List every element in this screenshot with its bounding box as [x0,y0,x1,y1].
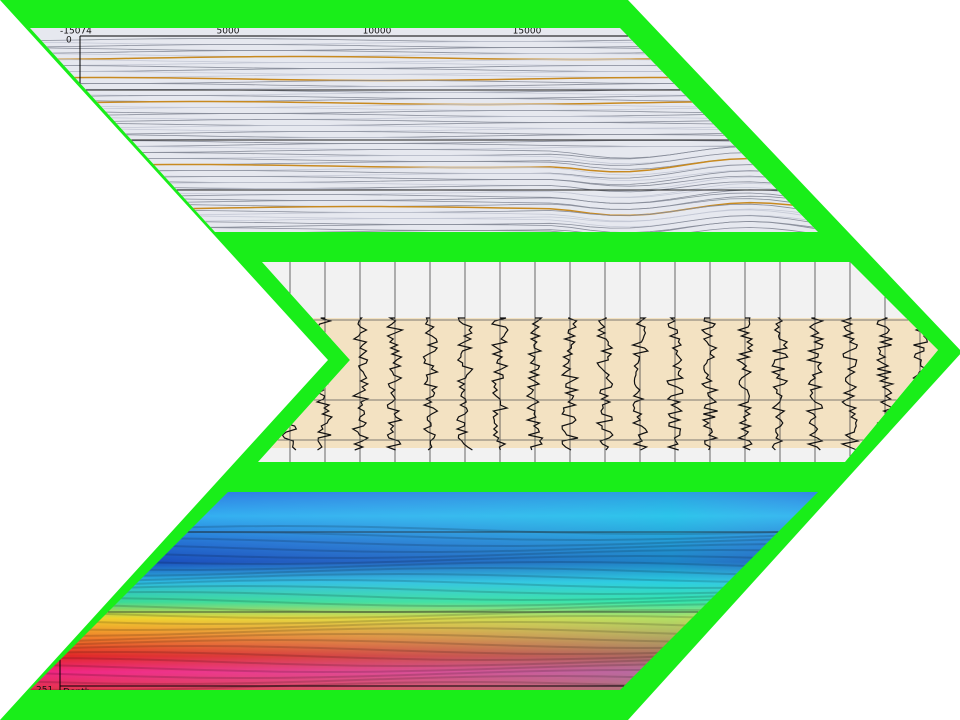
trace [666,317,685,451]
axis-label: Depth [63,688,90,698]
trace [525,317,544,451]
axis-label: 251 [36,686,53,696]
reflector [30,116,818,120]
reflector [30,113,818,117]
layer [30,632,801,644]
trace [385,317,405,451]
trace [490,317,510,451]
trace [840,317,860,451]
layer [30,614,801,626]
middle-panel [258,262,938,462]
axis-label: -15074 [60,27,92,37]
trace [351,317,370,451]
trace [735,317,754,451]
data-band [258,318,938,448]
layer [30,626,801,638]
reflector [30,107,818,111]
reflector [30,104,818,108]
reflector [30,110,818,114]
trace [560,317,580,451]
trace [630,317,650,451]
layer [30,638,801,650]
layer [30,620,801,632]
axis-label: 10000 [363,27,392,37]
bottom-panel: 251 Depth [30,492,818,698]
axis-label: 0 [66,36,72,46]
reflector [30,119,818,123]
trace [595,317,614,451]
trace [422,317,440,451]
reflector [30,227,818,232]
reflector [30,125,818,129]
trace [805,317,825,451]
axis-label: 5000 [217,27,240,37]
reflector [30,131,818,135]
reflector [30,128,818,132]
trace [700,317,720,451]
axis-label: 15000 [513,27,542,37]
reflector [30,134,818,138]
reflector [30,122,818,126]
trace [455,317,474,451]
trace [770,317,789,451]
